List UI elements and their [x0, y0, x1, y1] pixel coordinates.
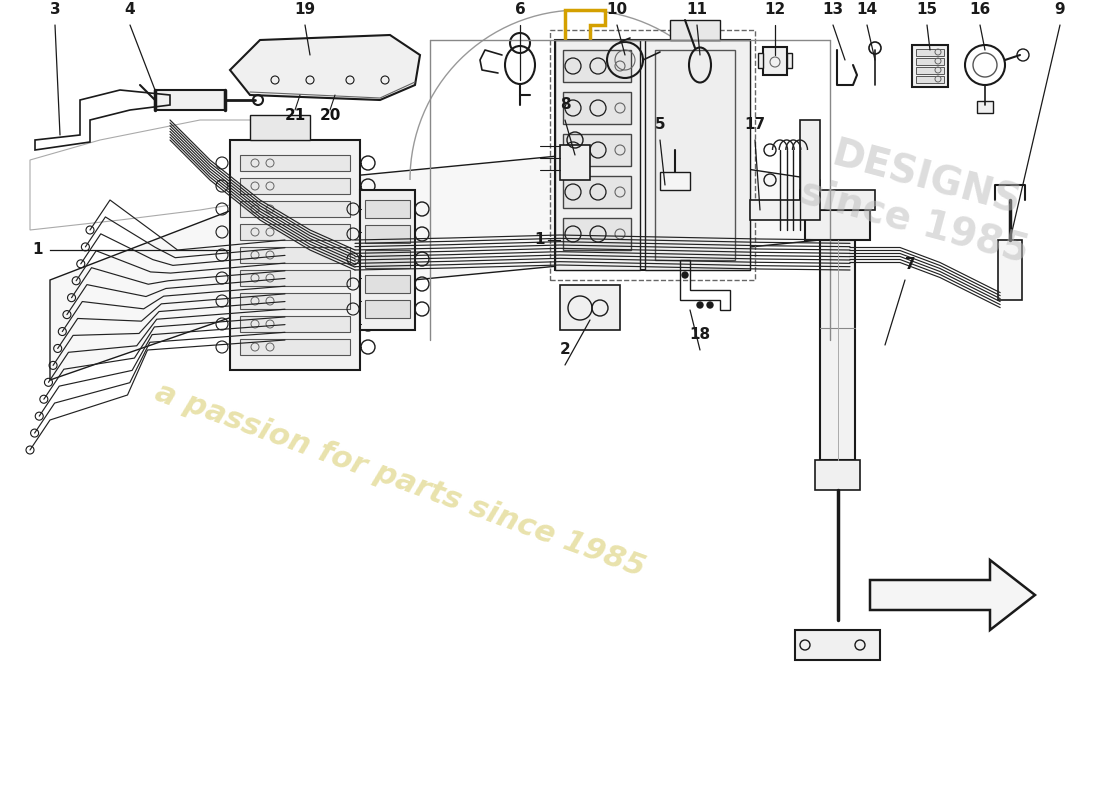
Bar — [240, 201, 350, 217]
Polygon shape — [50, 150, 820, 380]
Text: 2: 2 — [560, 342, 571, 357]
Bar — [365, 275, 410, 293]
Bar — [365, 300, 410, 318]
Bar — [763, 47, 786, 75]
Bar — [230, 140, 360, 370]
Text: 10: 10 — [606, 2, 628, 17]
Bar — [365, 250, 410, 268]
Bar — [916, 58, 944, 65]
Bar — [563, 176, 631, 208]
Bar — [240, 339, 350, 355]
Text: 20: 20 — [319, 107, 341, 122]
Bar — [365, 225, 410, 243]
Bar — [660, 172, 690, 190]
Bar — [758, 53, 763, 68]
Bar — [240, 247, 350, 263]
Bar — [556, 40, 640, 270]
Text: 1: 1 — [535, 233, 544, 247]
Text: 14: 14 — [857, 2, 878, 17]
Text: 21: 21 — [285, 107, 306, 122]
Text: 5: 5 — [654, 117, 666, 132]
Bar — [916, 49, 944, 56]
Text: 17: 17 — [745, 117, 766, 132]
Polygon shape — [750, 120, 820, 220]
Bar — [240, 178, 350, 194]
Text: DESIGNS
since 1985: DESIGNS since 1985 — [796, 130, 1044, 270]
Circle shape — [707, 302, 713, 308]
Bar — [240, 316, 350, 332]
Bar — [563, 134, 631, 166]
Bar — [240, 155, 350, 171]
Bar — [912, 45, 948, 87]
Bar — [563, 218, 631, 250]
Bar — [560, 285, 620, 330]
Text: 1: 1 — [33, 242, 43, 258]
Text: 3: 3 — [50, 2, 60, 17]
Bar — [916, 67, 944, 74]
Text: 9: 9 — [1055, 2, 1065, 17]
Bar — [800, 190, 874, 210]
Text: 11: 11 — [686, 2, 707, 17]
Bar — [250, 115, 310, 140]
Bar — [360, 190, 415, 330]
Bar — [654, 50, 735, 260]
Text: 13: 13 — [823, 2, 844, 17]
Text: 19: 19 — [295, 2, 316, 17]
Polygon shape — [230, 35, 420, 100]
Text: 12: 12 — [764, 2, 785, 17]
Text: a passion for parts since 1985: a passion for parts since 1985 — [151, 378, 649, 582]
Bar — [820, 240, 855, 460]
Text: 18: 18 — [690, 327, 711, 342]
Circle shape — [697, 302, 703, 308]
Text: 8: 8 — [560, 97, 570, 112]
Bar — [786, 53, 792, 68]
Bar — [805, 210, 870, 240]
Bar — [645, 40, 750, 270]
Bar — [563, 92, 631, 124]
Bar — [155, 90, 226, 110]
Text: 16: 16 — [969, 2, 991, 17]
Bar — [670, 20, 720, 40]
Text: 4: 4 — [124, 2, 135, 17]
Bar — [560, 145, 590, 180]
Polygon shape — [870, 560, 1035, 630]
Bar — [365, 200, 410, 218]
Bar — [240, 270, 350, 286]
Bar — [998, 240, 1022, 300]
Bar — [556, 40, 750, 270]
Text: 15: 15 — [916, 2, 937, 17]
Bar — [916, 76, 944, 83]
Bar — [815, 460, 860, 490]
Bar — [240, 293, 350, 309]
Circle shape — [682, 272, 688, 278]
Bar — [240, 224, 350, 240]
Bar — [795, 630, 880, 660]
Text: 7: 7 — [905, 257, 915, 272]
Bar — [550, 30, 755, 280]
Bar — [563, 50, 631, 82]
Text: 6: 6 — [515, 2, 526, 17]
Bar — [977, 101, 993, 113]
